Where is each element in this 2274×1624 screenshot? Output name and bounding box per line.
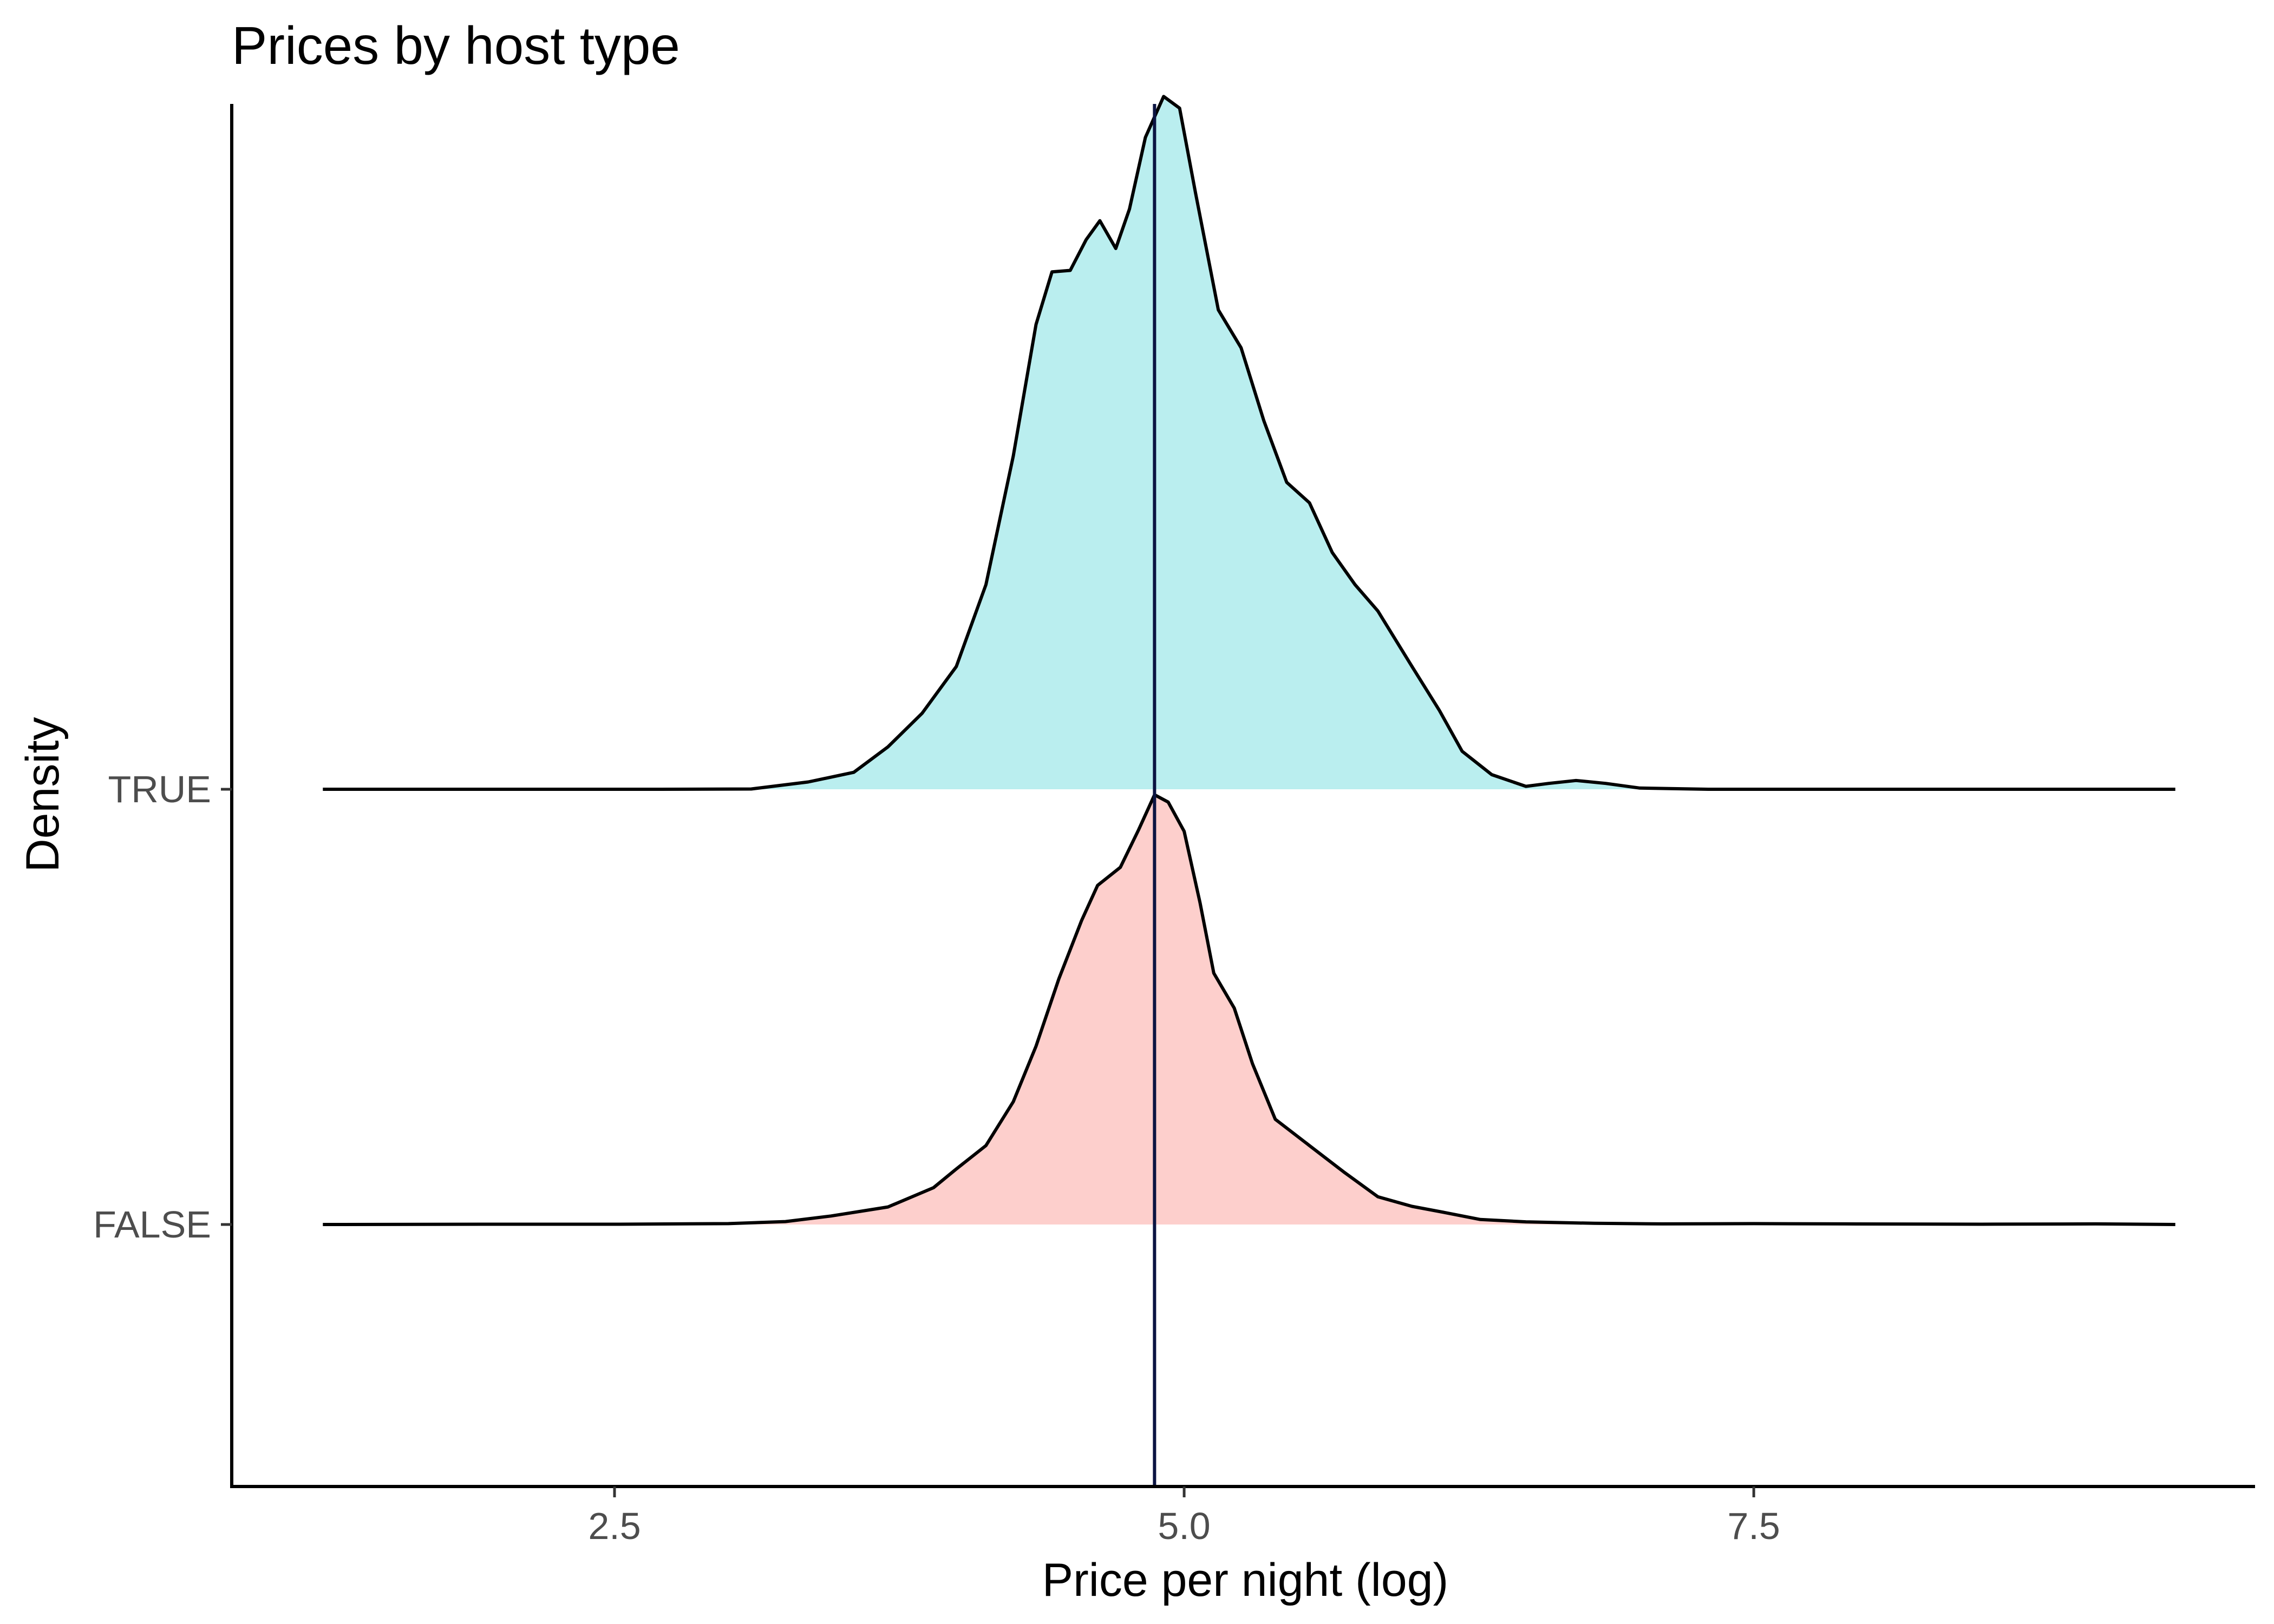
ridge-outline-true: [323, 95, 2175, 791]
ridge-true: [323, 95, 2175, 791]
x-axis-ticks: 2.5 5.0 7.5: [588, 1487, 1780, 1547]
y-tick-label-false: FALSE: [93, 1203, 211, 1246]
ridge-fill-true: [323, 96, 2175, 790]
ridge-fill-false: [323, 795, 2175, 1224]
x-axis-title: Price per night (log): [1042, 1554, 1448, 1606]
x-tick-label: 7.5: [1728, 1505, 1780, 1547]
ridge-outline-false: [323, 793, 2175, 1226]
y-axis-ticks: FALSE TRUE: [93, 768, 232, 1246]
x-tick-label: 5.0: [1158, 1505, 1210, 1547]
y-tick-label-true: TRUE: [108, 768, 211, 810]
y-axis-title: Density: [17, 717, 69, 873]
density-ridges: [323, 95, 2175, 1226]
chart-title: Prices by host type: [232, 16, 680, 75]
ridge-false: [323, 793, 2175, 1226]
x-tick-label: 2.5: [588, 1505, 641, 1547]
